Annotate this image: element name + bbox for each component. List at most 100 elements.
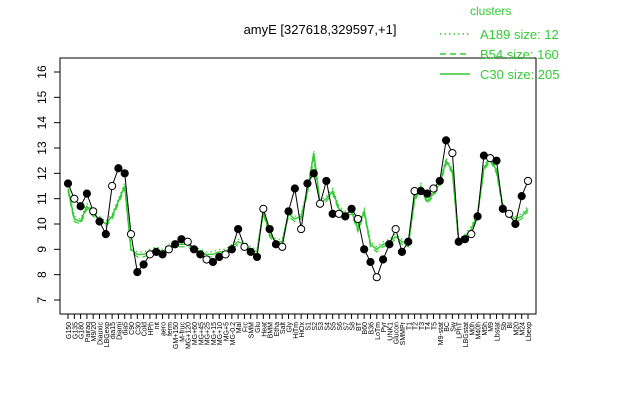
- x-tick-label: S2: [312, 322, 319, 331]
- series-line-dotted: [67, 150, 529, 253]
- x-tick-label: Cold: [142, 322, 149, 337]
- data-point: [284, 207, 293, 216]
- x-tick-label: M5h: [482, 322, 489, 336]
- data-point: [108, 181, 117, 191]
- data-point: [297, 224, 306, 234]
- data-point: [82, 189, 92, 198]
- legend: clusters A189 size: 12 B54 size: 160 C30 s…: [440, 4, 560, 82]
- x-tick-label: BMM: [268, 322, 275, 339]
- data-point: [183, 237, 192, 246]
- x-tick-label: B36: [368, 322, 375, 335]
- x-tick-label: LBGstat: [463, 322, 470, 347]
- data-point: [196, 250, 205, 259]
- data-point: [252, 252, 262, 262]
- series-layer: [67, 150, 529, 258]
- data-point: [240, 242, 249, 251]
- x-tick-label: Glucon: [394, 322, 401, 344]
- x-tick-label: C30: [135, 322, 142, 335]
- data-point: [429, 184, 438, 193]
- x-tick-label: nit: [154, 322, 161, 329]
- data-point: [303, 179, 312, 188]
- points-layer: [63, 136, 533, 282]
- data-point: [234, 224, 243, 234]
- x-tick-label: Pairaq: [85, 322, 92, 342]
- data-point: [227, 245, 236, 254]
- data-point: [504, 209, 514, 218]
- chart-title: amyE [327618,329597,+1]: [244, 22, 397, 37]
- plot-frame: [59, 57, 537, 315]
- x-tick-label: G180: [79, 322, 86, 339]
- x-tick-label: M9: [488, 322, 495, 332]
- x-tick-label: B60: [362, 322, 369, 335]
- x-tick-label: M40h: [476, 322, 483, 340]
- data-point: [397, 247, 407, 256]
- x-tick-label: Sw: [450, 321, 457, 332]
- data-point: [290, 184, 299, 193]
- legend-label: B54 size: 160: [480, 47, 559, 62]
- y-tick-label: 7: [35, 296, 49, 303]
- data-point: [378, 255, 388, 264]
- x-tick-label: M9/20: [91, 322, 98, 342]
- x-tick-label: dia15: [110, 322, 117, 339]
- x-tick-label: UNK1: [387, 322, 394, 341]
- data-point: [89, 207, 98, 216]
- data-point: [372, 273, 381, 282]
- x-tick-label: M24: [520, 322, 527, 336]
- x-tick-label: LoTm: [375, 322, 382, 340]
- y-tick-label: 12: [35, 166, 49, 180]
- data-point: [347, 204, 356, 213]
- data-point: [441, 136, 451, 145]
- legend-label: C30 size: 205: [480, 67, 560, 82]
- data-point: [517, 192, 526, 201]
- data-point: [473, 212, 482, 221]
- legend-label: A189 size: 12: [480, 27, 559, 42]
- x-tick-label: LPhT: [457, 321, 464, 338]
- data-point: [70, 194, 79, 203]
- data-point: [423, 189, 432, 198]
- x-tick-label: T5: [431, 322, 438, 330]
- data-point: [76, 202, 85, 211]
- data-point: [385, 240, 394, 249]
- data-point: [341, 212, 350, 221]
- x-tick-label: LBGexp: [104, 322, 111, 347]
- x-tick-label: Sb: [501, 322, 508, 331]
- x-axis: G150 G135 G180 Pairaq M9/20 Diauxic LBGexp dia1…: [66, 314, 533, 349]
- x-tick-label: BT: [356, 321, 363, 331]
- x-tick-label: Gly: [287, 322, 294, 333]
- x-tick-label: ferm: [167, 322, 174, 336]
- x-tick-label: SMM: [249, 322, 256, 339]
- x-tick-label: S8: [350, 322, 357, 331]
- x-tick-label: dia5: [123, 322, 130, 335]
- x-tick-label: HPh: [148, 322, 155, 336]
- x-tick-label: MG+15: [211, 322, 218, 345]
- data-point: [208, 257, 218, 267]
- x-tick-label: S3: [318, 322, 325, 331]
- x-tick-label: MG+45: [198, 322, 205, 345]
- data-point: [120, 169, 129, 178]
- y-tick-label: 14: [35, 116, 49, 130]
- x-tick-label: Lbstat: [494, 322, 501, 341]
- data-point: [404, 237, 413, 246]
- data-point: [353, 214, 362, 224]
- data-point: [322, 176, 331, 186]
- x-tick-label: Diami: [116, 322, 123, 340]
- x-tick-label: C90: [129, 322, 136, 335]
- x-tick-label: M9-stat: [438, 322, 445, 345]
- data-point: [259, 204, 268, 213]
- data-point: [158, 250, 167, 259]
- x-tick-label: G150: [66, 322, 73, 339]
- x-tick-label: T2: [413, 322, 420, 330]
- x-tick-label: G135: [72, 322, 79, 339]
- x-tick-label: T3: [419, 322, 426, 330]
- x-tick-label: S7: [343, 322, 350, 331]
- x-tick-label: Mal: [236, 322, 243, 334]
- data-point: [492, 156, 501, 165]
- x-tick-label: GM+150: [173, 322, 180, 349]
- x-tick-label: BC: [444, 322, 451, 332]
- x-tick-label: HiTm: [293, 322, 300, 339]
- data-point: [523, 176, 533, 186]
- y-tick-label: 9: [35, 246, 49, 253]
- data-point: [315, 199, 325, 208]
- x-tick-label: Glu: [255, 322, 262, 333]
